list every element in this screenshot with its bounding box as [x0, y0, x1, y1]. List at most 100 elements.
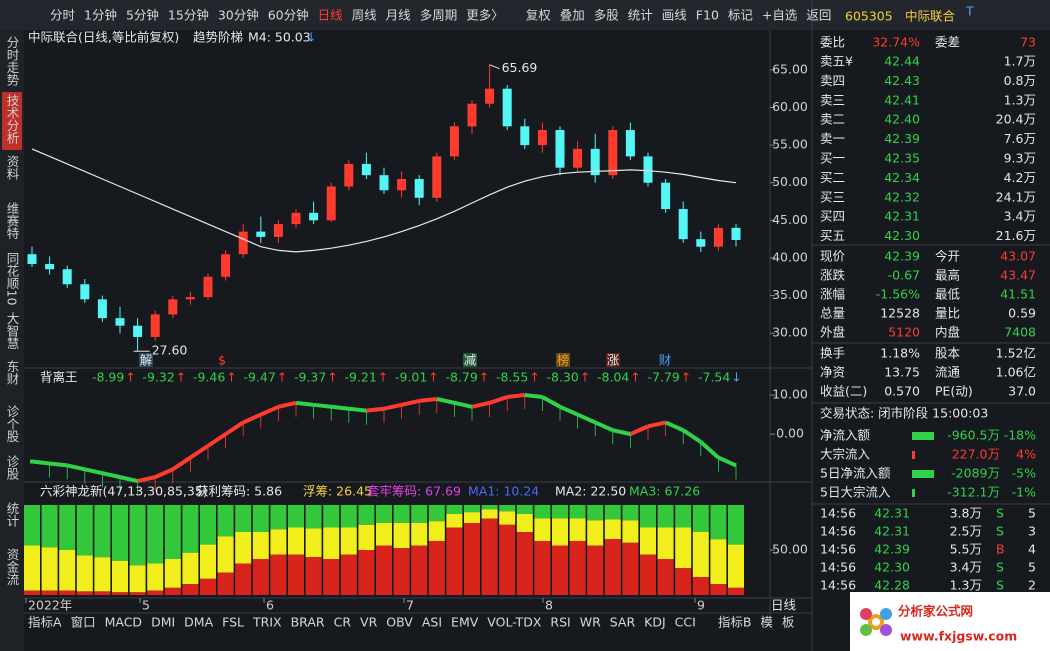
sidebar-tab[interactable]: 分时走势	[5, 36, 20, 86]
indicator-tab[interactable]: 板	[782, 615, 795, 630]
indicator-tab[interactable]: VOL-TDX	[487, 615, 542, 630]
indicator-segment	[506, 393, 526, 399]
toolbar-button[interactable]: 分时	[50, 8, 76, 23]
order-price: 42.35	[884, 151, 920, 166]
indicator-tab[interactable]: 指标A	[28, 615, 62, 630]
candle-body	[133, 325, 143, 337]
event-marker-bg	[463, 353, 477, 367]
sidebar-tab[interactable]: 技术分析	[5, 94, 20, 145]
indicator-tab[interactable]: 窗口	[71, 615, 96, 630]
indicator-segment	[453, 400, 473, 409]
indicator-tab[interactable]: CR	[334, 615, 352, 630]
sidebar-tab[interactable]: 诊股	[5, 455, 20, 481]
toolbar-button[interactable]: 更多〉	[466, 8, 504, 23]
chip-bar-rest	[182, 505, 199, 553]
toolbar-button[interactable]: 多周期	[420, 8, 458, 23]
stat-value: 1.06亿	[996, 365, 1036, 380]
indicator-value: M4: 50.03	[248, 30, 311, 45]
toolbar-button[interactable]: 复权	[526, 8, 552, 23]
chip-bar-floating	[340, 527, 357, 555]
stat-label: 净资	[820, 365, 845, 380]
sidebar-tab[interactable]: 同花顺10	[5, 252, 20, 305]
indicator-arrow: ↓	[731, 370, 741, 385]
indicator-tab[interactable]: VR	[360, 615, 378, 630]
toolbar-button[interactable]: 月线	[386, 8, 412, 23]
toolbar-button[interactable]: 返回	[806, 8, 831, 23]
indicator-tab[interactable]: 模	[760, 615, 773, 630]
event-marker[interactable]: 榜	[557, 353, 570, 368]
event-marker[interactable]: 解	[140, 353, 153, 368]
toolbar-button[interactable]: 15分钟	[168, 8, 209, 23]
toolbar-button[interactable]: 1分钟	[84, 8, 117, 23]
y-tick-label: 45.00	[772, 212, 808, 227]
chip-bar-floating	[270, 529, 287, 555]
indicator-tab[interactable]: FSL	[222, 615, 244, 630]
sidebar-tab[interactable]: 大智慧	[5, 312, 20, 350]
sidebar-tab[interactable]: 维赛特	[5, 202, 20, 240]
candle-body	[590, 148, 600, 176]
indicator-segment	[313, 402, 332, 409]
flow-bar	[912, 470, 934, 478]
sidebar-tab[interactable]: 统计	[5, 502, 20, 527]
order-volume: 1.7万	[1004, 54, 1036, 69]
indicator-readout: -7.79	[648, 370, 680, 385]
toolbar-button[interactable]: +自选	[762, 8, 798, 23]
chip-bar-floating	[59, 550, 76, 591]
indicator-segment	[664, 420, 685, 433]
indicator-tab[interactable]: 指标B	[718, 615, 752, 630]
toolbar-button[interactable]: 周线	[352, 8, 378, 23]
flow-percent: -5%	[1012, 466, 1036, 481]
chip-bar-rest	[587, 505, 604, 521]
indicator-tab[interactable]: KDJ	[644, 615, 666, 630]
indicator-tab[interactable]: DMI	[151, 615, 175, 630]
trade-price: 42.31	[874, 506, 910, 521]
indicator-tab[interactable]: DMA	[184, 615, 213, 630]
toolbar-button[interactable]: 叠加	[560, 8, 585, 23]
sidebar-tab[interactable]: 资金流	[5, 548, 20, 586]
event-marker[interactable]: 减	[464, 353, 477, 368]
toolbar-button[interactable]: F10	[696, 8, 719, 23]
chip-bar-floating	[164, 559, 181, 588]
indicator-tab[interactable]: RSI	[550, 615, 570, 630]
toolbar-button[interactable]: 30分钟	[218, 8, 259, 23]
indicator-tab[interactable]: BRAR	[291, 615, 325, 630]
indicator-readout: -9.37	[294, 370, 326, 385]
indicator-tab[interactable]: SAR	[610, 615, 636, 630]
event-marker[interactable]: 财	[659, 353, 672, 368]
stock-code: 605305	[845, 9, 893, 24]
chip-bar-floating	[252, 532, 269, 559]
candle-body	[432, 156, 442, 198]
indicator-tab[interactable]: ASI	[422, 615, 442, 630]
chip-bar-rest	[446, 505, 463, 514]
chip-bar-profit	[305, 557, 322, 595]
order-volume: 24.1万	[996, 189, 1036, 204]
event-marker[interactable]: $	[218, 353, 226, 368]
toolbar-button[interactable]: 5分钟	[126, 8, 159, 23]
indicator-tab[interactable]: CCI	[675, 615, 696, 630]
indicator-arrow: ↑	[226, 370, 236, 385]
indicator-segment	[559, 404, 579, 417]
chip-bar-rest	[657, 505, 674, 528]
indicator-arrow: ↑	[580, 370, 590, 385]
sidebar-tab[interactable]: 资料	[5, 155, 20, 180]
event-marker[interactable]: 涨	[607, 353, 620, 368]
flow-bar	[912, 451, 915, 459]
chip-bar-profit	[24, 590, 40, 595]
indicator-tab[interactable]: MACD	[105, 615, 142, 630]
chip-bar-profit	[587, 545, 604, 595]
toolbar-button[interactable]: 日线	[318, 8, 344, 23]
toolbar-button[interactable]: 标记	[728, 8, 754, 23]
chip-bar-floating	[728, 544, 744, 588]
toolbar-button[interactable]: 画线	[662, 8, 688, 23]
indicator-tab[interactable]: EMV	[451, 615, 479, 630]
sidebar-tab[interactable]: 诊个股	[5, 405, 20, 443]
sidebar-tab[interactable]: 东财	[5, 360, 20, 385]
toolbar-button[interactable]: 60分钟	[268, 8, 309, 23]
indicator-tab[interactable]: TRIX	[252, 615, 282, 630]
toolbar-button[interactable]: 多股	[594, 8, 620, 23]
indicator-tab[interactable]: OBV	[386, 615, 413, 630]
indicator-segment	[49, 461, 68, 468]
toolbar-button[interactable]: 统计	[628, 8, 653, 23]
order-price: 42.43	[884, 73, 920, 88]
indicator-tab[interactable]: WR	[580, 615, 601, 630]
